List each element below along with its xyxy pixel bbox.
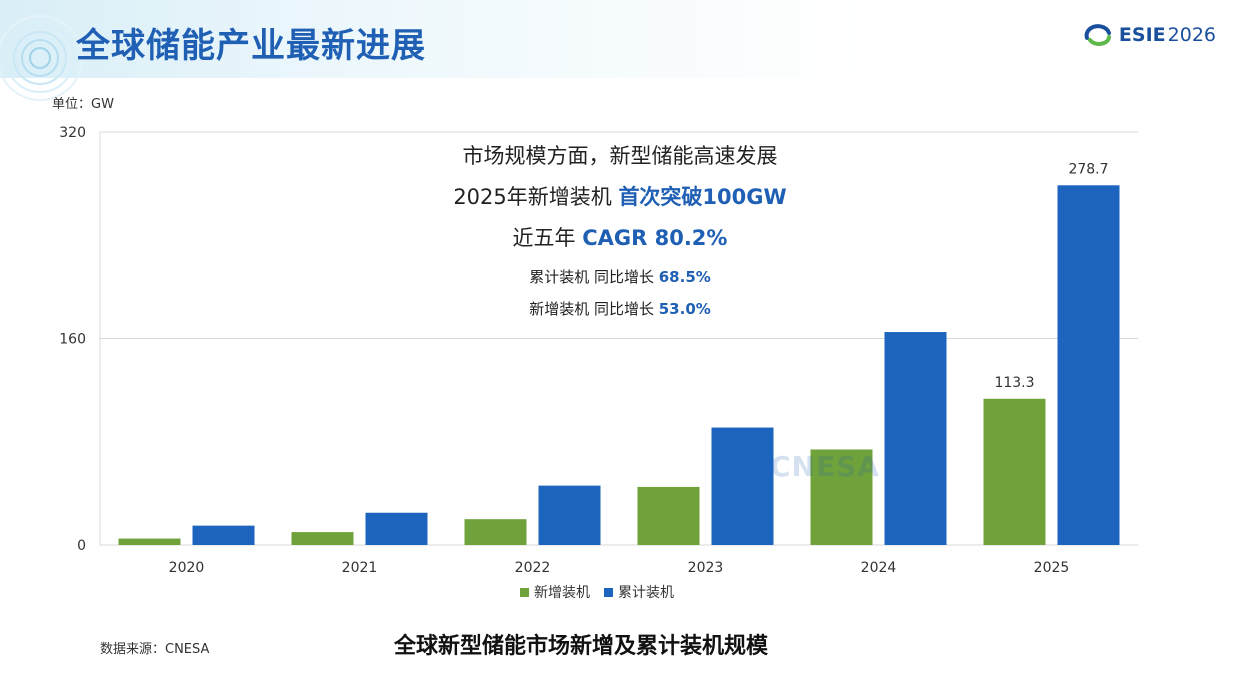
callout-line-3-prefix: 近五年 [512, 226, 583, 251]
callout-line-5-highlight: 53.0% [658, 299, 711, 318]
callout-line-1: 市场规模方面，新型储能高速发展 [462, 144, 778, 168]
logo-year: 2026 [1167, 24, 1216, 46]
header-band [0, 0, 1240, 78]
chart-legend: 新增装机 累计装机 [520, 582, 688, 602]
logo-name: ESIE [1118, 24, 1166, 46]
bar-cumulative [884, 332, 947, 545]
bar-cumulative [1057, 185, 1120, 546]
bar-new [637, 486, 700, 545]
callout-line-4: 累计装机 同比增长 68.5% [340, 268, 900, 286]
legend-item-cumulative: 累计装机 [604, 582, 674, 602]
callout-line-3: 近五年 CAGR 80.2% [340, 226, 900, 251]
legend-label-new: 新增装机 [534, 585, 590, 601]
data-label: 278.7 [1068, 161, 1108, 177]
x-tick-label: 2024 [861, 560, 897, 576]
legend-item-new: 新增装机 [520, 582, 590, 602]
unit-label: 单位：GW [52, 97, 114, 112]
x-tick-label: 2022 [515, 560, 551, 576]
callout-line-5: 新增装机 同比增长 53.0% [340, 300, 900, 318]
bar-new [291, 532, 354, 545]
chart-title: 全球新型储能市场新增及累计装机规模 [394, 634, 769, 659]
bar-new [464, 519, 527, 545]
watermark-text: CNESA [770, 450, 880, 483]
y-tick-label: 0 [77, 538, 86, 554]
bar-cumulative [711, 427, 774, 545]
callout-line-4-highlight: 68.5% [658, 267, 711, 286]
x-tick-label: 2025 [1034, 560, 1070, 576]
logo: ESIE 2026 [1083, 24, 1216, 46]
x-tick-label: 2023 [688, 560, 724, 576]
data-source: 数据来源：CNESA [100, 642, 210, 657]
bar-cumulative [365, 512, 428, 545]
x-tick-label: 2020 [169, 560, 205, 576]
legend-swatch-cumulative [604, 587, 613, 597]
x-tick-label: 2021 [342, 560, 378, 576]
esie-logo-icon [1084, 24, 1111, 46]
bar-cumulative [538, 485, 601, 545]
y-tick-label: 160 [59, 332, 86, 348]
legend-label-cumulative: 累计装机 [618, 585, 674, 601]
callout-box: 市场规模方面，新型储能高速发展 2025年新增装机 首次突破100GW 近五年 … [340, 140, 900, 318]
swirl-decoration-icon [0, 15, 83, 101]
callout-line-5-prefix: 新增装机 同比增长 [529, 299, 659, 318]
callout-line-2: 2025年新增装机 首次突破100GW [340, 185, 900, 210]
watermark: CNESA [770, 450, 880, 483]
y-tick-label: 320 [59, 125, 86, 141]
bar-new [983, 398, 1046, 545]
callout-line-2-highlight: 首次突破100GW [618, 185, 787, 210]
bar-new [118, 538, 181, 545]
legend-swatch-new [520, 587, 529, 597]
callout-line-2-prefix: 2025年新增装机 [453, 185, 619, 210]
bar-cumulative [192, 525, 255, 545]
bar-new [810, 449, 873, 545]
page-title: 全球储能产业最新进展 [76, 26, 426, 66]
data-label: 113.3 [994, 375, 1034, 391]
callout-line-3-highlight: CAGR 80.2% [582, 226, 728, 251]
callout-line-4-prefix: 累计装机 同比增长 [529, 267, 659, 286]
